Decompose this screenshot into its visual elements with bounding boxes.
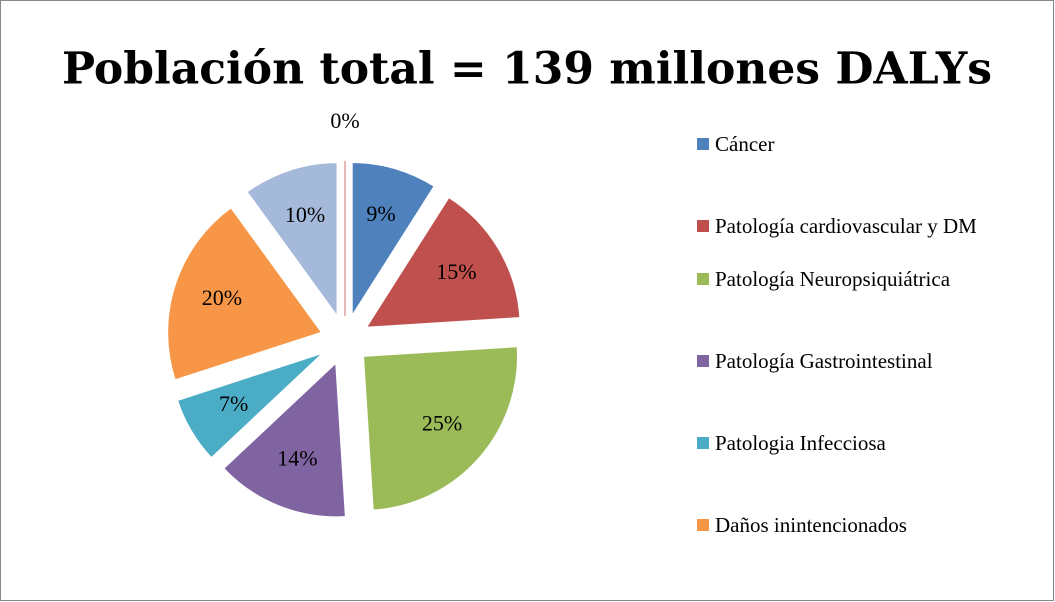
pie-slice <box>245 161 339 321</box>
pie-slice <box>361 345 520 512</box>
data-label: 10% <box>285 202 325 227</box>
data-label: 25% <box>422 411 462 436</box>
data-label: 14% <box>277 445 317 470</box>
chart-title: Población total = 139 millones DALYs <box>62 44 992 95</box>
data-label: 9% <box>366 201 395 226</box>
legend-item: Cáncer <box>697 130 1027 159</box>
pie-slice <box>175 351 326 460</box>
legend-swatch <box>697 220 709 232</box>
data-label: 0% <box>330 108 359 133</box>
legend-swatch <box>697 273 709 285</box>
legend-label: Patología Gastrointestinal <box>715 349 933 373</box>
legend-label: Cáncer <box>715 132 775 156</box>
legend-swatch <box>697 138 709 150</box>
data-label: 15% <box>436 259 476 284</box>
legend-item: Patología Neuropsiquiátrica <box>697 265 1027 294</box>
pie-slice <box>166 205 324 382</box>
legend-label: Patologia Infecciosa <box>715 431 886 455</box>
legend: Cáncer Patología cardiovascular y DM Patol… <box>697 130 1027 593</box>
legend-label: Patología Neuropsiquiátrica <box>715 267 951 291</box>
pie-slice <box>221 360 347 519</box>
legend-item: Patologia Infecciosa <box>697 429 1027 458</box>
pie-slice <box>350 160 437 321</box>
legend-swatch <box>697 437 709 449</box>
legend-item: Patología Gastrointestinal <box>697 347 1027 376</box>
data-label: 7% <box>219 391 248 416</box>
legend-item: Daños inintencionados <box>697 511 1027 540</box>
legend-item: Patología cardiovascular y DM <box>697 212 1035 241</box>
legend-label: Patología cardiovascular y DM <box>715 214 977 238</box>
legend-swatch <box>697 355 709 367</box>
legend-label: Daños inintencionados <box>715 513 907 537</box>
pie-slice <box>363 195 522 329</box>
legend-swatch <box>697 519 709 531</box>
data-label: 20% <box>202 285 242 310</box>
